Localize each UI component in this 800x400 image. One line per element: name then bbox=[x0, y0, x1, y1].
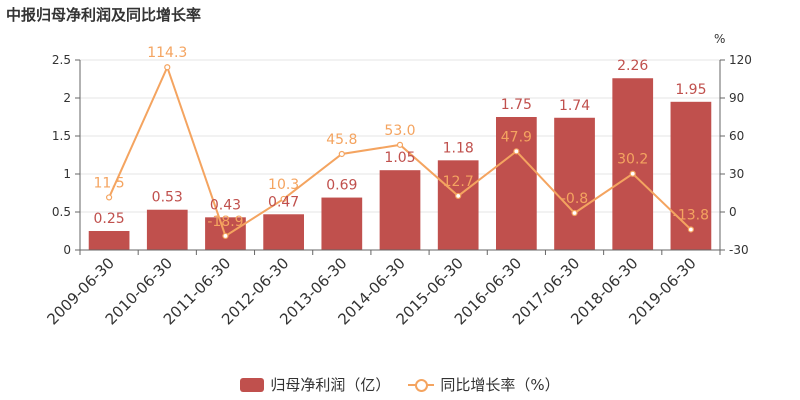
growth-point bbox=[629, 170, 636, 177]
growth-value-label: 11.5 bbox=[94, 175, 125, 191]
bar-value-label: 1.74 bbox=[559, 98, 590, 114]
bar-value-label: 0.43 bbox=[210, 197, 241, 213]
growth-point bbox=[513, 148, 520, 155]
right-axis-unit: % bbox=[714, 32, 725, 46]
bar-value-label: 1.18 bbox=[443, 140, 474, 156]
y-right-tick-label: 60 bbox=[729, 129, 744, 143]
legend-label-growth: 同比增长率（%） bbox=[440, 376, 560, 394]
bar bbox=[263, 214, 304, 250]
growth-value-label: 114.3 bbox=[147, 45, 187, 61]
y-right-tick-label: -30 bbox=[729, 243, 749, 257]
legend-line-swatch bbox=[408, 378, 435, 392]
growth-point bbox=[396, 141, 404, 148]
growth-point bbox=[687, 226, 695, 233]
bar-value-label: 0.47 bbox=[268, 194, 299, 210]
bar bbox=[612, 78, 654, 251]
y-right-tick-label: 0 bbox=[729, 205, 737, 219]
growth-point bbox=[455, 192, 462, 200]
legend-label-profit: 归母净利润（亿） bbox=[270, 376, 391, 394]
data-labels: 0.25 0.53 0.43 0.47 0.69 1.05 1.18 1.75 1.74 2.26… bbox=[94, 45, 710, 230]
growth-value-label: 53.0 bbox=[384, 123, 415, 139]
growth-value-label: 10.3 bbox=[268, 177, 299, 193]
y-right-tick-label: 120 bbox=[729, 53, 752, 67]
growth-value-label: -0.8 bbox=[561, 191, 588, 207]
bar bbox=[496, 117, 537, 250]
bar-value-label: 0.53 bbox=[152, 190, 183, 206]
bar-value-label: 0.69 bbox=[326, 178, 357, 194]
y-right-tick-label: 30 bbox=[729, 167, 744, 181]
growth-line bbox=[105, 64, 695, 240]
growth-value-label: 45.8 bbox=[326, 132, 357, 148]
y-left-tick-label: 2 bbox=[63, 91, 71, 105]
growth-point bbox=[280, 195, 287, 203]
bar bbox=[670, 101, 712, 250]
y-left-tick-label: 0 bbox=[63, 243, 71, 257]
growth-point bbox=[338, 150, 345, 158]
growth-point bbox=[222, 232, 229, 240]
chart-title: 中报归母净利润及同比增长率 bbox=[6, 6, 202, 24]
bar-value-label: 1.05 bbox=[384, 150, 415, 166]
y-left-tick-label: 2.5 bbox=[52, 53, 71, 67]
y-right-tick-label: 90 bbox=[729, 91, 744, 105]
growth-point bbox=[571, 209, 578, 217]
growth-value-label: 47.9 bbox=[501, 129, 532, 145]
growth-value-label: 12.7 bbox=[443, 174, 474, 190]
bar-value-label: 0.25 bbox=[94, 211, 125, 227]
y-left-tick-label: 0.5 bbox=[52, 205, 71, 219]
bar bbox=[437, 160, 479, 250]
bar bbox=[146, 209, 188, 250]
growth-value-label: 30.2 bbox=[617, 152, 648, 168]
bar bbox=[379, 170, 421, 250]
y-left-tick-label: 1 bbox=[63, 167, 71, 181]
legend: 归母净利润（亿） 同比增长率（%） bbox=[0, 374, 800, 395]
bar bbox=[88, 231, 130, 250]
bars bbox=[88, 78, 712, 251]
growth-value-label: -18.9 bbox=[207, 214, 243, 230]
growth-value-label: -13.8 bbox=[673, 207, 709, 223]
bar bbox=[321, 197, 363, 250]
bar bbox=[554, 117, 595, 250]
growth-point bbox=[164, 64, 171, 71]
legend-bar-swatch bbox=[240, 377, 265, 392]
bar-value-label: 1.75 bbox=[501, 97, 532, 113]
legend-item-profit[interactable]: 归母净利润（亿） bbox=[240, 374, 390, 395]
growth-point bbox=[105, 194, 113, 201]
bar-value-label: 1.95 bbox=[675, 82, 706, 98]
bar-value-label: 2.26 bbox=[617, 58, 648, 74]
y-left-tick-label: 1.5 bbox=[52, 129, 71, 143]
legend-item-growth[interactable]: 同比增长率（%） bbox=[408, 374, 560, 395]
